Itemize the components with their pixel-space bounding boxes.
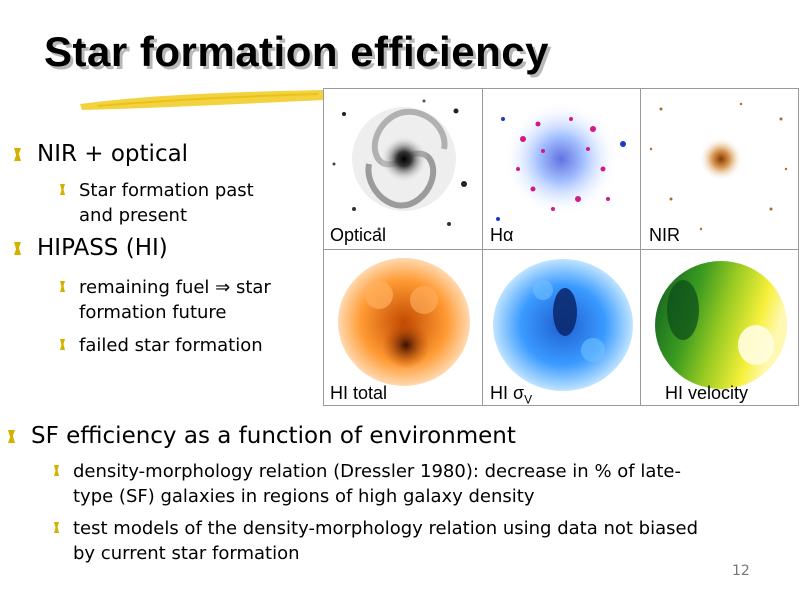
sub-bullet-line: density-morphology relation (Dressler 19… — [73, 461, 681, 482]
sub-bullet-test-models: test models of the density-morphology re… — [54, 516, 698, 566]
sub-bullet-line: Star formation past — [79, 180, 254, 201]
bullet-hipass: HIPASS (HI) — [14, 234, 168, 262]
panel-label-optical: Optical — [330, 225, 387, 245]
halpha-galaxy-image — [483, 89, 641, 247]
panel-label-hi-velocity: HI velocity — [665, 383, 749, 403]
panel-label-hi-total: HI total — [330, 383, 388, 403]
sub-bullet-line: by current star formation — [73, 543, 300, 564]
panel-label-halpha: Hα — [490, 225, 514, 245]
sub-bullet-density-morphology: density-morphology relation (Dressler 19… — [54, 459, 681, 509]
sub-bullet-star-formation-past: Star formation past and present — [60, 178, 254, 228]
grid-divider — [482, 89, 483, 405]
grid-divider — [640, 89, 641, 405]
hi-velocity-map — [641, 250, 799, 408]
bullet-marker — [60, 281, 65, 292]
bullet-marker — [14, 242, 21, 255]
sub-bullet-line: remaining fuel ⇒ star — [79, 277, 271, 298]
bullet-marker — [54, 465, 59, 476]
sub-bullet-line: and present — [79, 205, 188, 226]
bullet-marker — [8, 430, 15, 443]
slide-title: Star formation efficiency — [44, 28, 549, 75]
bullet-sf-efficiency: SF efficiency as a function of environme… — [8, 422, 516, 450]
bullet-marker — [54, 522, 59, 533]
sub-bullet-line: test models of the density-morphology re… — [73, 518, 699, 539]
bullet-marker — [60, 184, 65, 195]
page-number: 12 — [732, 563, 750, 579]
panel-label-hi-sigma: HI σV — [490, 383, 533, 407]
bullet-nir-optical: NIR + optical — [14, 140, 188, 168]
hi-total-map — [324, 250, 482, 408]
bullet-marker — [14, 148, 21, 161]
hi-sigma-map — [483, 250, 641, 408]
grid-divider — [324, 249, 798, 250]
bullet-marker — [60, 339, 65, 350]
nir-galaxy-image — [641, 89, 799, 247]
optical-galaxy-image — [324, 89, 482, 247]
sub-bullet-line: formation future — [79, 302, 227, 323]
sub-bullet-line: type (SF) galaxies in regions of high ga… — [73, 486, 535, 507]
sub-bullet-failed-star-formation: failed star formation — [60, 333, 263, 358]
galaxy-image-grid: Optical Hα NIR HI total HI σV HI velocit… — [323, 88, 799, 408]
title-underline-swoosh — [80, 90, 326, 110]
panel-label-nir: NIR — [649, 225, 680, 245]
sub-bullet-remaining-fuel: remaining fuel ⇒ star formation future — [60, 275, 271, 325]
